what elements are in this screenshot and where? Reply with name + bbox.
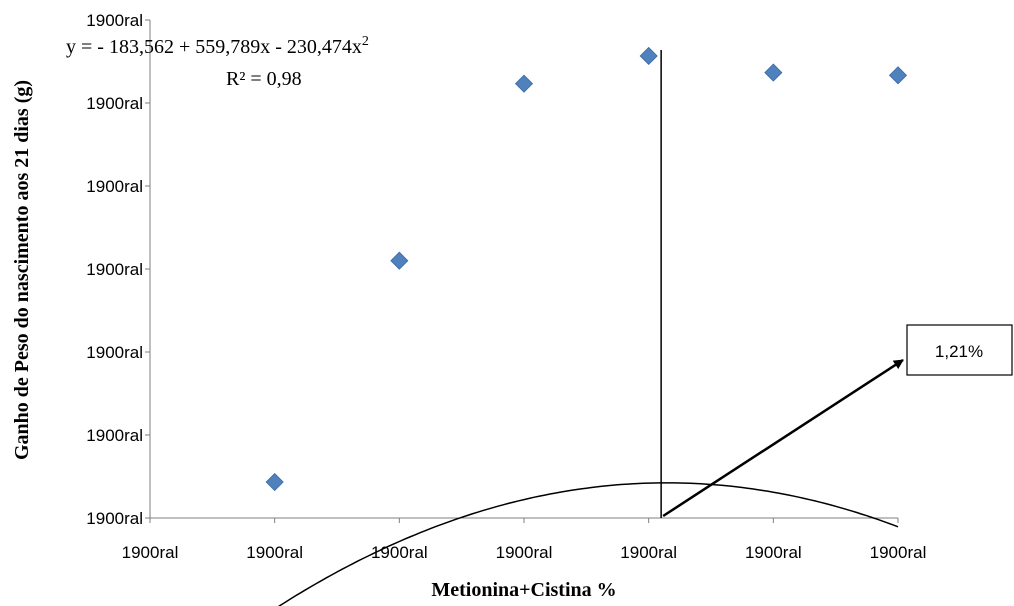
x-tick-label: 1900ral	[870, 543, 927, 562]
data-points	[265, 46, 908, 492]
x-tick-label: 1900ral	[122, 543, 179, 562]
callout-arrow	[662, 358, 904, 518]
x-tick-label: 1900ral	[620, 543, 677, 562]
y-tick-label: 1900ral	[86, 509, 143, 528]
x-tick-label: 1900ral	[745, 543, 802, 562]
data-point	[764, 63, 783, 82]
x-tick-label: 1900ral	[246, 543, 303, 562]
trendline	[277, 482, 899, 606]
x-ticks: 1900ral 1900ral 1900ral 1900ral 1900ral 1900r…	[122, 518, 927, 562]
x-axis-title: Metionina+Cistina %	[431, 579, 616, 601]
y-tick-label: 1900ral	[86, 177, 143, 196]
data-point	[265, 472, 284, 492]
callout-box	[906, 324, 1013, 376]
data-point	[639, 46, 658, 66]
data-point	[514, 74, 534, 93]
y-tick-label: 1900ral	[86, 11, 143, 30]
x-tick-label: 1900ral	[371, 543, 428, 562]
data-point	[390, 251, 409, 270]
r-squared-label: R² = 0,98	[226, 68, 302, 90]
y-ticks: 1900ral 1900ral 1900ral 1900ral 1900ral 1900r…	[86, 11, 150, 528]
y-tick-label: 1900ral	[86, 343, 143, 362]
y-axis-title: Ganho de Peso do nascimento aos 21 dias …	[11, 80, 33, 460]
trendline-equation: y = - 183,562 + 559,789x - 230,474x2	[66, 34, 369, 58]
y-tick-label: 1900ral	[86, 260, 143, 279]
y-tick-label: 1900ral	[86, 426, 143, 445]
axes	[149, 20, 898, 519]
data-point	[888, 66, 908, 85]
y-tick-label: 1900ral	[86, 94, 143, 113]
x-tick-label: 1900ral	[496, 543, 553, 562]
callout-label: 1,21%	[935, 342, 983, 361]
